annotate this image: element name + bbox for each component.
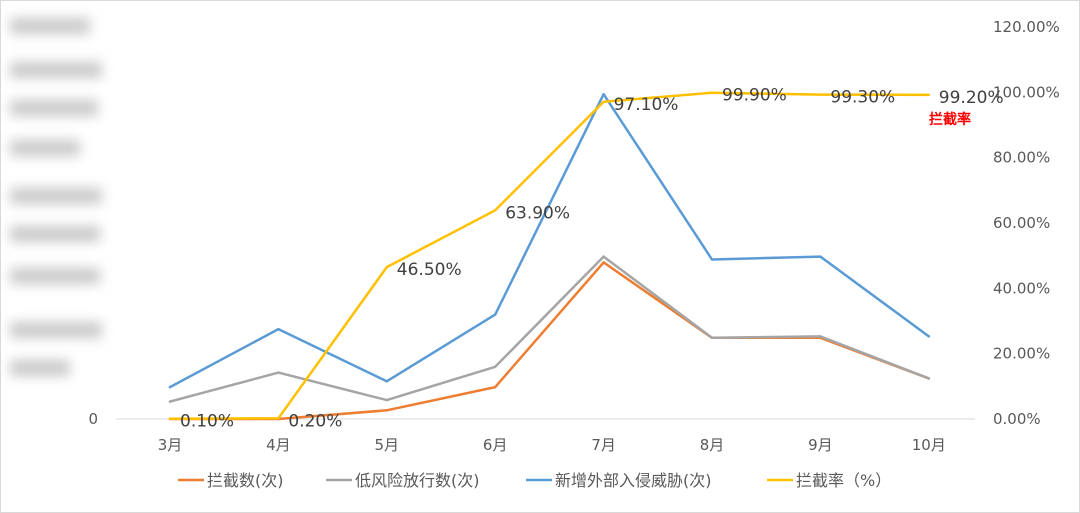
rate-data-label: 0.20% xyxy=(288,411,342,431)
data-point xyxy=(385,409,388,412)
rate-data-label: 97.10% xyxy=(614,95,679,115)
legend-item-label: 拦截率（%） xyxy=(796,471,891,490)
data-point xyxy=(819,255,822,258)
x-axis-tick-label: 3月 xyxy=(158,436,183,454)
data-point xyxy=(168,385,172,389)
x-axis-tick-label: 5月 xyxy=(375,436,400,454)
data-point xyxy=(927,335,930,338)
series-line-0 xyxy=(168,261,931,421)
data-point xyxy=(385,265,388,269)
x-axis-tick-label: 10月 xyxy=(912,436,946,454)
data-point xyxy=(602,261,605,264)
data-point xyxy=(710,91,714,94)
data-point xyxy=(819,93,822,96)
right-axis-tick-label: 120.00% xyxy=(993,18,1060,36)
data-point xyxy=(385,398,388,402)
data-point xyxy=(168,400,172,403)
series-line-3 xyxy=(168,91,931,420)
data-point xyxy=(602,93,605,96)
series-line-1 xyxy=(168,255,931,403)
right-axis-tick-label: 80.00% xyxy=(993,149,1050,167)
rate-annotation: 拦截率 xyxy=(929,111,971,128)
right-axis-tick-label: 40.00% xyxy=(993,279,1050,297)
rate-data-label: 0.10% xyxy=(180,412,234,432)
data-point xyxy=(168,417,172,420)
right-axis-tick-label: 60.00% xyxy=(993,214,1050,232)
data-point xyxy=(277,417,280,420)
x-axis-tick-label: 9月 xyxy=(808,436,833,454)
data-point xyxy=(710,336,714,339)
right-axis-tick-label: 100.00% xyxy=(993,83,1060,101)
data-point xyxy=(819,335,822,338)
x-axis-tick-label: 6月 xyxy=(483,436,508,454)
data-point xyxy=(277,371,280,374)
x-axis-tick-label: 4月 xyxy=(266,436,291,454)
data-point xyxy=(494,385,497,389)
legend-item-label: 新增外部入侵威胁(次) xyxy=(555,471,712,490)
right-axis-tick-label: 0.00% xyxy=(993,410,1041,428)
rate-data-label: 99.30% xyxy=(830,88,895,108)
data-point xyxy=(494,209,497,212)
data-point xyxy=(494,313,497,316)
legend-item-label: 拦截数(次) xyxy=(207,471,284,490)
rate-data-label: 46.50% xyxy=(397,260,462,280)
blurred-left-axis-labels xyxy=(6,10,106,390)
data-point xyxy=(710,258,714,261)
rate-data-label: 99.90% xyxy=(722,86,787,106)
rate-data-label: 99.20% xyxy=(939,88,1004,108)
x-axis-tick-label: 8月 xyxy=(700,436,725,454)
series-line-2 xyxy=(168,92,931,389)
right-axis-tick-label: 20.00% xyxy=(993,345,1050,363)
data-point xyxy=(494,365,497,368)
data-point xyxy=(602,100,605,104)
rate-data-label: 63.90% xyxy=(505,203,570,223)
data-point xyxy=(385,380,388,383)
left-axis-tick-label: 0 xyxy=(88,410,98,428)
data-point xyxy=(927,93,930,97)
legend-item-label: 低风险放行数(次) xyxy=(355,471,480,490)
data-point xyxy=(602,255,605,258)
x-axis-tick-label: 7月 xyxy=(591,436,616,454)
data-point xyxy=(927,377,930,380)
data-point xyxy=(277,327,280,331)
